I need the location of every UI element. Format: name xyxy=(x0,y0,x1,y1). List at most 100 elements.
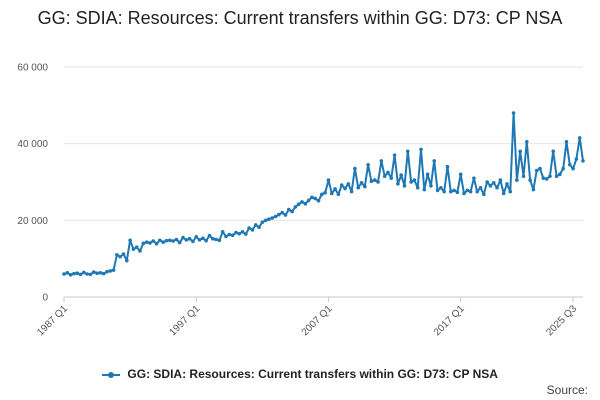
data-point[interactable] xyxy=(485,180,489,184)
data-point[interactable] xyxy=(501,191,506,196)
data-point[interactable] xyxy=(359,180,364,185)
data-point[interactable] xyxy=(435,188,440,193)
data-point[interactable] xyxy=(154,241,159,246)
data-point[interactable] xyxy=(462,191,466,196)
data-point[interactable] xyxy=(353,166,357,171)
data-point[interactable] xyxy=(482,192,486,197)
data-point[interactable] xyxy=(280,210,284,215)
data-point[interactable] xyxy=(505,182,509,186)
data-point[interactable] xyxy=(283,213,288,217)
data-point[interactable] xyxy=(260,220,265,225)
data-point[interactable] xyxy=(115,253,119,257)
data-point[interactable] xyxy=(382,174,387,179)
data-point[interactable] xyxy=(389,176,394,180)
data-point[interactable] xyxy=(296,202,301,207)
data-point[interactable] xyxy=(257,225,261,230)
data-point[interactable] xyxy=(531,187,536,192)
data-point[interactable] xyxy=(293,205,298,209)
data-point[interactable] xyxy=(544,177,549,181)
data-point[interactable] xyxy=(445,164,450,169)
data-point[interactable] xyxy=(409,180,413,184)
data-point[interactable] xyxy=(62,272,66,276)
data-point[interactable] xyxy=(392,153,397,157)
data-point[interactable] xyxy=(247,226,251,230)
data-point[interactable] xyxy=(128,238,132,243)
data-point[interactable] xyxy=(554,174,559,179)
data-point[interactable] xyxy=(379,159,384,163)
data-point[interactable] xyxy=(197,238,202,242)
data-point[interactable] xyxy=(518,149,522,154)
data-point[interactable] xyxy=(118,254,122,259)
data-point[interactable] xyxy=(194,235,199,239)
data-point[interactable] xyxy=(326,178,331,182)
data-point[interactable] xyxy=(134,245,139,249)
data-point[interactable] xyxy=(455,190,460,195)
data-point[interactable] xyxy=(402,184,407,188)
data-point[interactable] xyxy=(224,234,228,239)
data-point[interactable] xyxy=(201,236,205,241)
data-point[interactable] xyxy=(210,236,215,241)
data-point[interactable] xyxy=(234,230,238,235)
data-point[interactable] xyxy=(174,237,179,242)
data-point[interactable] xyxy=(316,198,321,203)
data-point[interactable] xyxy=(270,216,275,220)
data-point[interactable] xyxy=(207,233,212,238)
data-point[interactable] xyxy=(349,189,354,194)
data-point[interactable] xyxy=(95,271,99,276)
data-point[interactable] xyxy=(151,239,156,243)
data-point[interactable] xyxy=(164,238,169,243)
data-point[interactable] xyxy=(448,189,453,194)
data-point[interactable] xyxy=(267,217,271,221)
data-point[interactable] xyxy=(564,139,569,144)
data-point[interactable] xyxy=(538,166,542,171)
chart-legend[interactable]: GG: SDIA: Resources: Current transfers w… xyxy=(0,367,600,381)
data-point[interactable] xyxy=(323,190,327,195)
data-point[interactable] xyxy=(366,162,370,167)
data-point[interactable] xyxy=(91,270,96,274)
data-point[interactable] xyxy=(475,189,480,194)
data-point[interactable] xyxy=(191,239,195,244)
data-point[interactable] xyxy=(405,149,410,154)
data-point[interactable] xyxy=(372,178,377,182)
data-point[interactable] xyxy=(396,182,400,186)
data-point[interactable] xyxy=(534,168,539,173)
data-point[interactable] xyxy=(98,271,103,275)
data-point[interactable] xyxy=(329,191,334,196)
data-point[interactable] xyxy=(273,214,278,219)
data-point[interactable] xyxy=(541,176,546,180)
data-point[interactable] xyxy=(250,228,255,232)
data-point[interactable] xyxy=(558,172,562,177)
data-point[interactable] xyxy=(167,238,172,243)
data-point[interactable] xyxy=(452,188,456,193)
data-point[interactable] xyxy=(171,239,175,243)
data-point[interactable] xyxy=(548,174,552,179)
data-point[interactable] xyxy=(419,147,423,152)
data-point[interactable] xyxy=(577,136,582,140)
data-point[interactable] xyxy=(465,188,470,193)
data-point[interactable] xyxy=(567,162,572,167)
data-point[interactable] xyxy=(339,183,344,187)
data-point[interactable] xyxy=(571,166,575,171)
data-point[interactable] xyxy=(227,232,232,237)
data-point[interactable] xyxy=(286,207,291,212)
data-point[interactable] xyxy=(310,195,314,200)
data-point[interactable] xyxy=(498,178,503,182)
data-point[interactable] xyxy=(508,189,513,194)
data-point[interactable] xyxy=(439,185,443,190)
data-point[interactable] xyxy=(111,268,116,272)
data-point[interactable] xyxy=(240,230,245,234)
data-point[interactable] xyxy=(82,270,86,275)
data-point[interactable] xyxy=(141,241,146,246)
data-point[interactable] xyxy=(581,159,585,163)
data-point[interactable] xyxy=(263,218,268,223)
data-point[interactable] xyxy=(386,170,390,175)
data-point[interactable] xyxy=(65,271,70,275)
data-point[interactable] xyxy=(488,184,493,188)
data-point[interactable] xyxy=(521,174,526,179)
data-point[interactable] xyxy=(85,272,89,276)
data-point[interactable] xyxy=(220,230,225,234)
data-point[interactable] xyxy=(525,139,529,144)
data-point[interactable] xyxy=(363,184,367,189)
data-point[interactable] xyxy=(422,187,427,192)
data-point[interactable] xyxy=(429,184,433,188)
